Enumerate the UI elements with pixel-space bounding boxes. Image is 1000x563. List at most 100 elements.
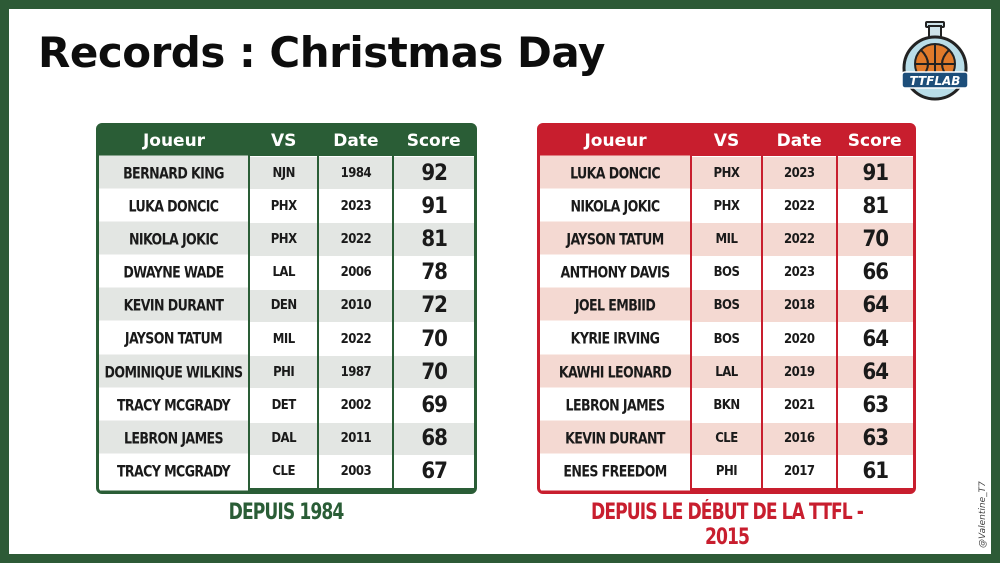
vs-cell: CLE bbox=[690, 421, 762, 456]
score-cell: 81 bbox=[392, 222, 474, 257]
vs-cell: BOS bbox=[690, 321, 762, 356]
player-cell: KEVIN DURANT bbox=[540, 418, 692, 458]
vs-cell: PHX bbox=[690, 155, 762, 190]
score-cell: 78 bbox=[392, 255, 474, 290]
vs-cell: BOS bbox=[690, 255, 762, 290]
score-cell: 63 bbox=[835, 421, 913, 456]
score-cell: 63 bbox=[835, 388, 913, 422]
player-cell: ANTHONY DAVIS bbox=[540, 252, 692, 292]
score-cell: 64 bbox=[835, 288, 913, 323]
score-cell: 91 bbox=[835, 155, 913, 190]
player-cell: TRACY MCGRADY bbox=[99, 385, 249, 425]
table-row: JAYSON TATUM MIL 2022 70 bbox=[99, 319, 474, 359]
ttflab-logo: TTFLAB bbox=[898, 20, 972, 102]
column-header-player: Joueur bbox=[142, 131, 206, 151]
table-row: NIKOLA JOKIC PHX 2022 81 bbox=[540, 186, 913, 226]
author-watermark: @Valentine_T7 bbox=[978, 481, 988, 548]
vs-cell: MIL bbox=[690, 222, 762, 257]
score-cell: 91 bbox=[392, 189, 474, 223]
date-cell: 2019 bbox=[760, 355, 837, 389]
table-row: DOMINIQUE WILKINS PHI 1987 70 bbox=[99, 352, 474, 392]
table-row: KEVIN DURANT DEN 2010 72 bbox=[99, 286, 474, 325]
table-row: KAWHI LEONARD LAL 2019 64 bbox=[540, 352, 913, 392]
player-cell: LEBRON JAMES bbox=[540, 385, 692, 425]
vs-cell: NJN bbox=[247, 155, 319, 190]
table-row: KEVIN DURANT CLE 2016 63 bbox=[540, 418, 913, 458]
date-cell: 2006 bbox=[317, 255, 394, 290]
vs-cell: BOS bbox=[690, 288, 762, 323]
date-cell: 2003 bbox=[317, 454, 394, 488]
player-cell: KEVIN DURANT bbox=[99, 286, 249, 325]
table-row: ANTHONY DAVIS BOS 2023 66 bbox=[540, 252, 913, 292]
vs-cell: LAL bbox=[247, 255, 319, 290]
player-cell: LEBRON JAMES bbox=[99, 418, 249, 458]
date-cell: 2017 bbox=[760, 454, 837, 488]
records-table-since-1984: Joueur VS Date Score BERNARD KING NJN 1984 92 L… bbox=[96, 123, 477, 494]
score-cell: 72 bbox=[392, 288, 474, 323]
score-cell: 70 bbox=[392, 355, 474, 389]
vs-cell: LAL bbox=[690, 355, 762, 389]
table-row: NIKOLA JOKIC PHX 2022 81 bbox=[99, 219, 474, 259]
score-cell: 67 bbox=[392, 454, 474, 488]
date-cell: 1987 bbox=[317, 355, 394, 389]
vs-cell: PHI bbox=[690, 454, 762, 488]
table-row: TRACY MCGRADY DET 2002 69 bbox=[99, 385, 474, 425]
table-row: ENES FREEDOM PHI 2017 61 bbox=[540, 452, 913, 491]
date-cell: 2018 bbox=[760, 288, 837, 323]
player-cell: JAYSON TATUM bbox=[99, 319, 249, 359]
vs-cell: CLE bbox=[247, 454, 319, 488]
table-row: TRACY MCGRADY CLE 2003 67 bbox=[99, 452, 474, 491]
score-cell: 68 bbox=[392, 421, 474, 456]
records-table-since-ttfl: Joueur VS Date Score LUKA DONCIC PHX 2023 91 NI… bbox=[537, 123, 916, 494]
date-cell: 2023 bbox=[317, 189, 394, 223]
player-cell: JOEL EMBIID bbox=[540, 286, 692, 325]
date-cell: 1984 bbox=[317, 155, 394, 190]
player-cell: KYRIE IRVING bbox=[540, 319, 692, 359]
table-row: DWAYNE WADE LAL 2006 78 bbox=[99, 252, 474, 292]
vs-cell: PHI bbox=[247, 355, 319, 389]
score-cell: 66 bbox=[835, 255, 913, 290]
column-header-date: Date bbox=[776, 131, 822, 151]
player-cell: LUKA DONCIC bbox=[540, 153, 692, 193]
score-cell: 61 bbox=[835, 454, 913, 488]
score-cell: 70 bbox=[392, 321, 474, 356]
table-row: JAYSON TATUM MIL 2022 70 bbox=[540, 219, 913, 259]
date-cell: 2022 bbox=[317, 321, 394, 356]
date-cell: 2010 bbox=[317, 288, 394, 323]
player-cell: BERNARD KING bbox=[99, 153, 249, 193]
player-cell: NIKOLA JOKIC bbox=[99, 219, 249, 259]
page-title: Records : Christmas Day bbox=[38, 28, 605, 77]
vs-cell: BKN bbox=[690, 388, 762, 422]
table-row: JOEL EMBIID BOS 2018 64 bbox=[540, 286, 913, 325]
vs-cell: PHX bbox=[247, 189, 319, 223]
column-header-date: Date bbox=[333, 131, 379, 151]
player-cell: NIKOLA JOKIC bbox=[540, 186, 692, 226]
player-cell: DOMINIQUE WILKINS bbox=[99, 352, 249, 392]
date-cell: 2023 bbox=[760, 255, 837, 290]
basketball-flask-logo-icon: TTFLAB bbox=[901, 21, 969, 101]
player-cell: LUKA DONCIC bbox=[99, 186, 249, 226]
column-header-score: Score bbox=[847, 131, 902, 151]
player-cell: TRACY MCGRADY bbox=[99, 452, 249, 491]
date-cell: 2011 bbox=[317, 421, 394, 456]
caption-since-ttfl: DEPUIS LE DÉBUT DE LA TTFL - 2015 bbox=[591, 500, 864, 550]
date-cell: 2020 bbox=[760, 321, 837, 356]
table-row: LEBRON JAMES BKN 2021 63 bbox=[540, 385, 913, 425]
player-cell: DWAYNE WADE bbox=[99, 252, 249, 292]
date-cell: 2021 bbox=[760, 388, 837, 422]
table-row: LUKA DONCIC PHX 2023 91 bbox=[99, 186, 474, 226]
table-row: KYRIE IRVING BOS 2020 64 bbox=[540, 319, 913, 359]
date-cell: 2002 bbox=[317, 388, 394, 422]
score-cell: 69 bbox=[392, 388, 474, 422]
score-cell: 70 bbox=[835, 222, 913, 257]
player-cell: ENES FREEDOM bbox=[540, 452, 692, 491]
vs-cell: MIL bbox=[247, 321, 319, 356]
date-cell: 2023 bbox=[760, 155, 837, 190]
table-row: BERNARD KING NJN 1984 92 bbox=[99, 153, 474, 193]
column-header-vs: VS bbox=[713, 131, 740, 151]
vs-cell: PHX bbox=[690, 189, 762, 223]
table-row: LEBRON JAMES DAL 2011 68 bbox=[99, 418, 474, 458]
column-header-score: Score bbox=[406, 131, 461, 151]
vs-cell: DEN bbox=[247, 288, 319, 323]
vs-cell: DAL bbox=[247, 421, 319, 456]
